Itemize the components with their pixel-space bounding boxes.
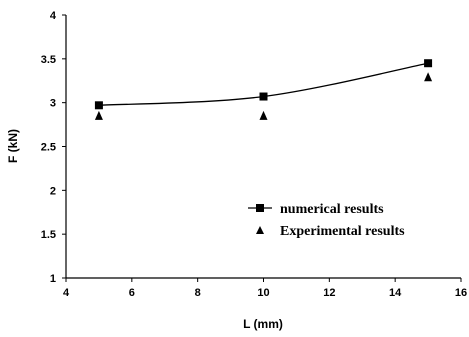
y-tick-label: 2.5: [41, 142, 56, 154]
experimental-results-point: [259, 110, 268, 120]
x-tick-label: 16: [455, 287, 467, 299]
legend: numerical results Experimental results: [248, 202, 405, 239]
x-tick-label: 6: [129, 287, 135, 299]
x-tick-label: 8: [195, 287, 201, 299]
x-axis-title: L (mm): [243, 317, 283, 331]
x-tick-label: 14: [389, 287, 402, 299]
y-axis-title: F (kN): [6, 129, 20, 163]
x-tick-label: 10: [257, 287, 269, 299]
y-tick-label: 3.5: [41, 54, 56, 66]
y-tick-label: 1: [50, 273, 56, 285]
x-tick-label: 12: [323, 287, 335, 299]
legend-square-marker: [256, 204, 264, 212]
numerical-results-point: [94, 101, 103, 110]
numerical-results-point: [424, 59, 433, 68]
legend-label-experimental: Experimental results: [280, 224, 405, 239]
numerical-results-point: [259, 92, 268, 101]
y-tick-label: 3: [50, 98, 56, 110]
y-tick-label: 4: [50, 10, 57, 22]
series-layer: [94, 59, 433, 120]
x-ticks: 4 6 8 10 12 14 16: [63, 278, 467, 299]
y-ticks: 1 1.5 2 2.5 3 3.5 4: [41, 10, 66, 285]
plot-area: 4 6 8 10 12 14 16 1 1.5 2 2.5 3 3.5 4: [41, 10, 467, 299]
y-tick-label: 2: [50, 185, 56, 197]
legend-label-numerical: numerical results: [280, 202, 384, 217]
y-tick-label: 1.5: [41, 229, 56, 241]
legend-triangle-marker: [256, 226, 264, 234]
x-tick-label: 4: [63, 287, 70, 299]
experimental-results-point: [94, 110, 103, 120]
experimental-results-point: [424, 72, 433, 82]
